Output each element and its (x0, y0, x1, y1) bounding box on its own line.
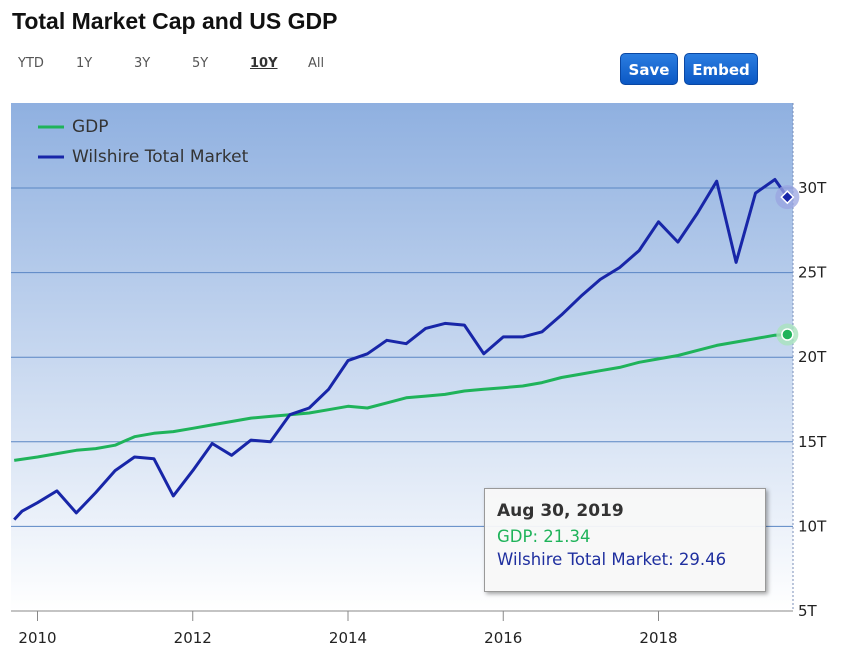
x-tick-label: 2014 (329, 629, 367, 647)
x-tick-label: 2018 (639, 629, 677, 647)
legend-gdp-label[interactable]: GDP (72, 117, 109, 137)
tooltip-date: Aug 30, 2019 (497, 501, 624, 521)
wilshire-series-line (13, 178, 789, 521)
y-tick-label: 25T (798, 264, 827, 282)
range-10y-button[interactable]: 10Y (250, 56, 278, 71)
y-tick-label: 30T (798, 179, 827, 197)
range-5y-button[interactable]: 5Y (192, 56, 209, 71)
x-tick-label: 2010 (18, 629, 56, 647)
legend-wilshire-label[interactable]: Wilshire Total Market (72, 147, 249, 167)
range-3y-button[interactable]: 3Y (134, 56, 151, 71)
y-tick-label: 15T (798, 433, 827, 451)
tooltip: Aug 30, 2019 GDP: 21.34 Wilshire Total M… (484, 488, 766, 592)
x-tick-label: 2012 (174, 629, 212, 647)
tooltip-wilshire: Wilshire Total Market: 29.46 (497, 550, 727, 569)
range-all-button[interactable]: All (308, 56, 325, 71)
gdp-series-line (13, 333, 788, 462)
y-tick-label: 10T (798, 517, 827, 535)
y-tick-label: 20T (798, 348, 827, 366)
range-1y-button[interactable]: 1Y (76, 56, 93, 71)
save-button[interactable]: Save (620, 53, 678, 85)
legend: GDP Wilshire Total Market (38, 117, 249, 167)
gdp-hover-marker (781, 328, 794, 341)
embed-button[interactable]: Embed (684, 53, 758, 85)
page-title: Total Market Cap and US GDP (12, 8, 338, 34)
range-ytd-button[interactable]: YTD (18, 56, 44, 71)
y-tick-label: 5T (798, 602, 818, 620)
x-tick-label: 2016 (484, 629, 522, 647)
range-selector: YTD 1Y 3Y 5Y 10Y All (18, 56, 366, 71)
tooltip-gdp: GDP: 21.34 (497, 527, 591, 546)
wilshire-hover-marker (780, 190, 795, 205)
